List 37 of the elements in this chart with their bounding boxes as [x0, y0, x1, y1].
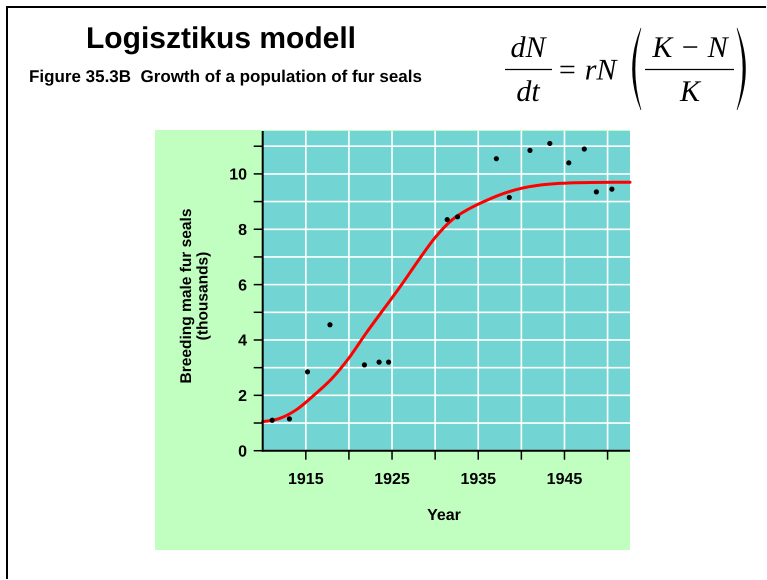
- x-tick-label: 1945: [546, 471, 582, 488]
- point: [386, 360, 392, 365]
- point: [327, 322, 333, 328]
- point: [527, 148, 533, 153]
- point: [362, 362, 368, 368]
- chart-subtitle: Figure 35.3B Growth of a population of fur seals: [29, 67, 422, 86]
- text: = rN: [557, 54, 618, 86]
- point: [304, 369, 310, 374]
- point: [444, 216, 450, 222]
- text: dt: [516, 75, 540, 108]
- point: [494, 156, 499, 162]
- point: [594, 189, 599, 194]
- y-tick-label: 2: [238, 388, 248, 406]
- chart-title: Logisztikus modell: [86, 22, 356, 55]
- point: [376, 360, 382, 365]
- text: K: [678, 75, 702, 108]
- x-tick-label: 1935: [460, 471, 496, 488]
- point: [286, 416, 292, 422]
- y-axis-title: Breeding male fur seals (thousands): [178, 208, 212, 384]
- y-tick-label: 10: [229, 166, 248, 184]
- text: dN: [510, 31, 548, 64]
- point: [547, 140, 552, 146]
- x-tick-label: 1915: [288, 471, 324, 488]
- x-tick-label: 1925: [374, 471, 410, 488]
- y-tick-label: 4: [238, 332, 248, 350]
- y-tick-label: 6: [238, 277, 248, 294]
- y-tick-label: 0: [238, 443, 248, 460]
- line-series: [261, 180, 632, 424]
- point: [506, 194, 512, 200]
- point: [270, 418, 275, 423]
- text: K − N: [651, 31, 730, 64]
- y-tick-label: 8: [238, 222, 248, 240]
- point: [566, 160, 572, 166]
- point: [582, 146, 587, 152]
- point: [454, 214, 460, 220]
- x-axis-title: Year: [427, 507, 461, 524]
- point: [609, 186, 614, 192]
